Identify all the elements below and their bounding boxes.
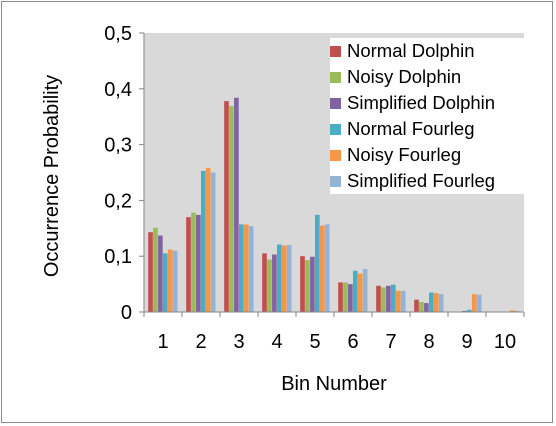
bar-normal-dolphin-bin-4 [262, 253, 267, 312]
bar-simplified-fourleg-bin-9 [476, 294, 482, 312]
x-tick-label: 9 [461, 331, 472, 353]
x-tick-label: 2 [195, 331, 206, 353]
bar-noisy-fourleg-bin-8 [433, 293, 439, 312]
bar-normal-fourleg-bin-7 [391, 284, 396, 312]
bar-noisy-fourleg-bin-9 [471, 294, 477, 312]
bar-simplified-fourleg-bin-2 [210, 172, 216, 312]
x-tick-label: 4 [271, 331, 282, 353]
bar-simplified-dolphin-bin-9 [462, 310, 467, 312]
bar-normal-fourleg-bin-9 [467, 309, 472, 312]
bar-simplified-dolphin-bin-6 [348, 284, 353, 312]
bar-noisy-dolphin-bin-8 [419, 301, 424, 312]
bar-noisy-dolphin-bin-4 [267, 259, 272, 312]
axis-layer: 0 0,1 0,2 0,3 0,4 0,5 1 2 3 4 5 6 7 8 9 10 [104, 23, 525, 353]
bar-normal-fourleg-bin-1 [163, 253, 168, 312]
legend-swatch [330, 175, 341, 187]
bar-noisy-fourleg-bin-4 [281, 245, 287, 312]
y-tick-label: 0 [121, 302, 132, 324]
bar-simplified-dolphin-bin-3 [234, 97, 239, 312]
legend-entry: Noisy Fourleg [330, 142, 546, 168]
x-tick-label: 8 [423, 331, 434, 353]
y-axis-title: Occurrence Probability [41, 75, 63, 277]
y-tick-label: 0,5 [104, 23, 132, 45]
bar-simplified-fourleg-bin-3 [248, 226, 254, 312]
bar-normal-fourleg-bin-5 [315, 214, 320, 312]
bar-normal-dolphin-bin-5 [300, 256, 305, 312]
legend-swatch [330, 97, 341, 109]
legend-entry: Normal Dolphin [330, 38, 546, 64]
bar-noisy-fourleg-bin-3 [243, 224, 249, 312]
x-tick-label: 10 [494, 331, 516, 353]
bar-noisy-fourleg-bin-1 [167, 249, 173, 312]
y-tick-label: 0,2 [104, 190, 132, 212]
bar-noisy-dolphin-bin-5 [305, 260, 310, 312]
bar-normal-dolphin-bin-2 [186, 217, 191, 312]
bar-simplified-fourleg-bin-8 [438, 294, 444, 312]
x-tick-label: 1 [157, 331, 168, 353]
x-tick-label: 7 [385, 331, 396, 353]
legend-label: Noisy Fourleg [347, 144, 462, 165]
bar-noisy-dolphin-bin-1 [153, 227, 158, 312]
bar-simplified-fourleg-bin-5 [324, 224, 330, 312]
x-tick-label: 3 [233, 331, 244, 353]
bar-noisy-fourleg-bin-6 [357, 273, 363, 312]
x-tick-label: 6 [347, 331, 358, 353]
bar-simplified-dolphin-bin-1 [158, 235, 163, 312]
bar-normal-dolphin-bin-6 [338, 282, 343, 312]
bar-noisy-dolphin-bin-7 [381, 287, 386, 312]
bar-simplified-dolphin-bin-4 [272, 254, 277, 312]
legend-swatch [330, 149, 341, 161]
bar-simplified-dolphin-bin-8 [424, 303, 429, 312]
legend: Normal Dolphin Noisy Dolphin Simplified Do… [330, 38, 546, 194]
legend-entry: Normal Fourleg [330, 116, 546, 142]
bar-noisy-dolphin-bin-2 [191, 212, 196, 312]
legend-entry: Simplified Dolphin [330, 90, 546, 116]
legend-label: Simplified Dolphin [347, 92, 496, 113]
bar-noisy-fourleg-bin-5 [319, 225, 325, 312]
bar-normal-fourleg-bin-6 [353, 270, 358, 312]
bar-normal-fourleg-bin-4 [277, 244, 282, 312]
legend-swatch [330, 123, 341, 135]
legend-label: Simplified Fourleg [347, 170, 496, 191]
legend-swatch [330, 71, 341, 83]
legend-label: Noisy Dolphin [347, 66, 462, 87]
bar-normal-fourleg-bin-2 [201, 170, 206, 312]
legend-swatch [330, 45, 341, 57]
bar-simplified-dolphin-bin-2 [196, 214, 201, 312]
y-tick-label: 0,1 [104, 246, 132, 268]
x-axis-title: Bin Number [281, 373, 387, 395]
bar-simplified-fourleg-bin-10 [514, 310, 520, 312]
bar-noisy-fourleg-bin-10 [509, 310, 515, 312]
bar-simplified-fourleg-bin-7 [400, 290, 406, 312]
legend-label: Normal Fourleg [347, 118, 475, 139]
bar-simplified-fourleg-bin-6 [362, 269, 368, 312]
legend-label: Normal Dolphin [347, 40, 475, 61]
bar-normal-dolphin-bin-3 [224, 101, 229, 312]
bar-normal-dolphin-bin-8 [414, 299, 419, 312]
bar-normal-fourleg-bin-3 [239, 224, 244, 312]
y-tick-label: 0,3 [104, 135, 132, 157]
bars-layer [148, 97, 520, 312]
x-tick-label: 5 [309, 331, 320, 353]
y-tick-label: 0,4 [104, 79, 132, 101]
bar-noisy-fourleg-bin-7 [395, 290, 401, 312]
bar-normal-dolphin-bin-7 [376, 285, 381, 312]
legend-entry: Noisy Dolphin [330, 64, 546, 90]
bar-simplified-fourleg-bin-4 [286, 245, 292, 312]
bar-simplified-dolphin-bin-7 [386, 285, 391, 312]
bar-noisy-dolphin-bin-3 [229, 106, 234, 312]
bar-simplified-fourleg-bin-1 [172, 250, 178, 312]
bar-noisy-fourleg-bin-2 [205, 168, 211, 312]
bar-noisy-dolphin-bin-6 [343, 282, 348, 312]
bar-normal-dolphin-bin-1 [148, 232, 153, 312]
bar-simplified-dolphin-bin-5 [310, 256, 315, 312]
bar-normal-fourleg-bin-8 [429, 292, 434, 312]
legend-entry: Simplified Fourleg [330, 168, 546, 194]
